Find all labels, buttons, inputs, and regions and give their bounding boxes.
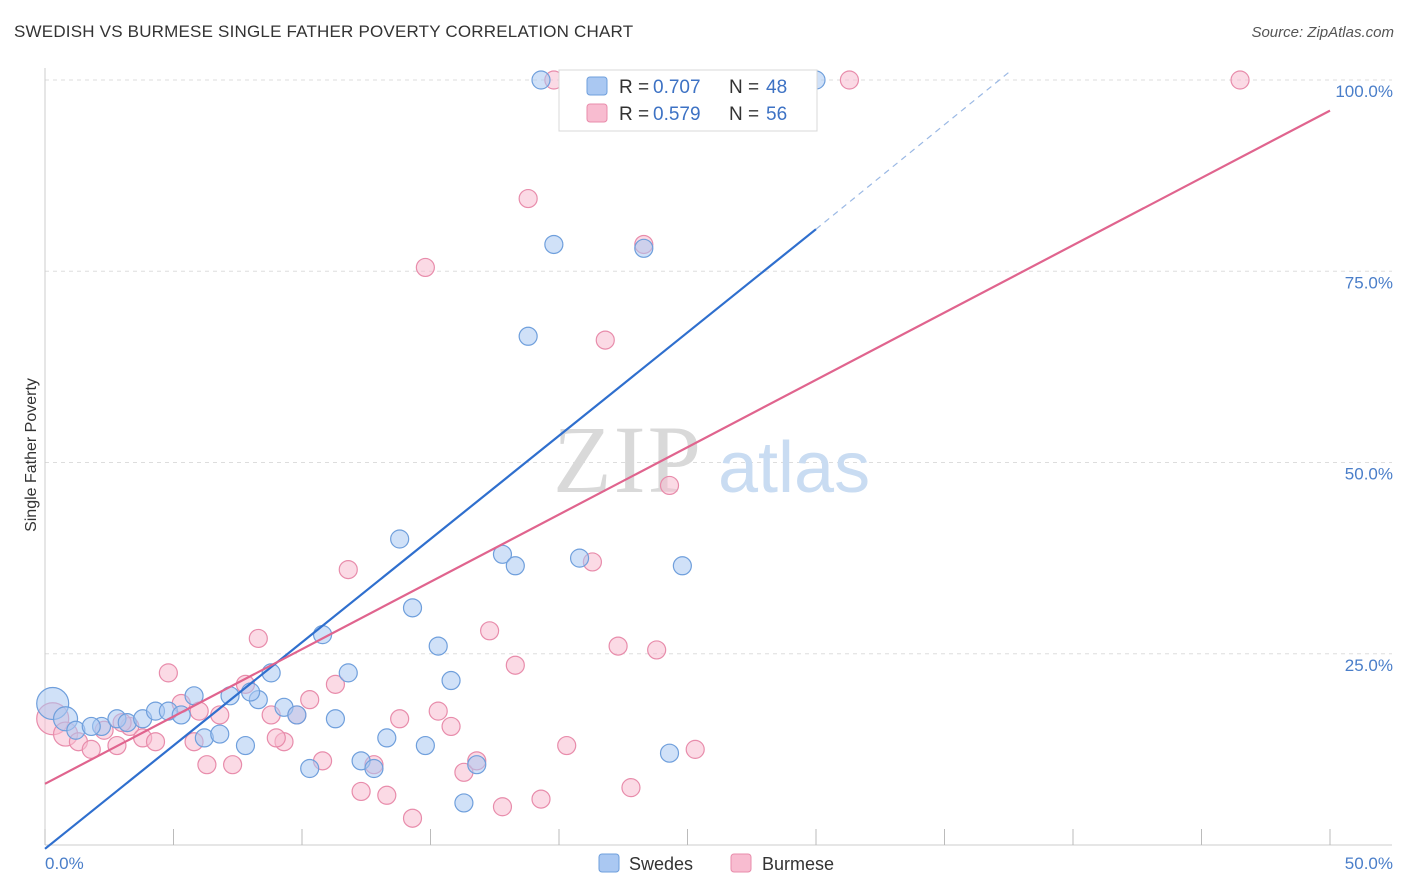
swedes-trend-line <box>44 228 817 850</box>
swedes-point <box>659 743 680 763</box>
swedes-point <box>390 529 410 549</box>
burmese-point <box>415 257 435 278</box>
burmese-point <box>685 739 705 759</box>
trend-lines <box>44 71 1331 850</box>
swedes-point <box>235 735 256 756</box>
swedes-point <box>241 682 261 702</box>
legend-r-label-swedes: R = <box>619 77 649 98</box>
swedes-point <box>505 556 525 576</box>
swedes-point <box>467 755 487 775</box>
burmese-point <box>266 728 286 748</box>
legend-r-value-burmese: 0.579 <box>653 104 701 125</box>
burmese-point <box>621 778 641 798</box>
legend-n-label-burmese: N = <box>729 104 759 125</box>
chart-title: SWEDISH VS BURMESE SINGLE FATHER POVERTY… <box>14 22 634 41</box>
y-tick-label: 75.0% <box>1345 273 1393 292</box>
watermark-atlas: atlas <box>718 428 870 508</box>
swedes-point <box>210 724 230 744</box>
burmese-point <box>595 330 615 350</box>
y-tick-label: 50.0% <box>1345 465 1393 484</box>
swedes-point <box>325 709 346 729</box>
legend-n-value-swedes: 48 <box>766 77 787 98</box>
swedes-point <box>377 728 397 748</box>
burmese-point <box>145 732 166 752</box>
burmese-point <box>492 797 513 817</box>
burmese-point <box>505 655 525 675</box>
legend-n-label-swedes: N = <box>729 77 759 98</box>
swedes-point <box>441 670 461 691</box>
burmese-point <box>223 755 243 775</box>
swedes-point <box>518 326 538 346</box>
series-legend-label-swedes: Swedes <box>629 854 693 874</box>
grid-lines <box>45 79 1392 655</box>
burmese-point <box>338 559 358 580</box>
burmese-point <box>377 785 397 805</box>
burmese-trend-line <box>44 109 1331 785</box>
swedes-point <box>672 556 692 576</box>
watermark-zip: ZIP <box>553 406 703 513</box>
swedes-point <box>81 716 101 737</box>
burmese-points <box>36 70 1250 828</box>
swedes-point <box>402 598 423 618</box>
swedes-points <box>36 70 826 813</box>
burmese-point <box>402 808 423 828</box>
burmese-point <box>608 636 628 656</box>
source-credit: Source: ZipAtlas.com <box>1251 24 1394 41</box>
y-axis-label: Single Father Poverty <box>23 378 40 532</box>
swedes-point <box>364 758 384 779</box>
legend-n-value-burmese: 56 <box>766 104 787 125</box>
y-tick-label: 100.0% <box>1335 82 1393 101</box>
burmese-point <box>659 475 680 496</box>
burmese-point <box>351 781 371 802</box>
swedes-point <box>454 793 474 813</box>
swedes-point <box>287 705 307 725</box>
burmese-point <box>441 716 461 737</box>
burmese-point <box>1230 70 1250 90</box>
legend-swatch-burmese <box>586 103 608 123</box>
swedes-point <box>634 238 654 258</box>
burmese-point <box>325 674 346 694</box>
x-tick-label: 50.0% <box>1345 854 1393 873</box>
legend-swatch-swedes <box>586 76 608 96</box>
swedes-point <box>428 636 448 656</box>
swedes-point <box>531 70 551 90</box>
zipatlas-watermark: ZIP atlas <box>553 406 870 513</box>
series-legend: Swedes Burmese <box>598 853 834 874</box>
swedes-point <box>569 548 590 568</box>
swedes-trend-extension <box>815 71 1010 230</box>
x-tick-label: 0.0% <box>45 854 84 873</box>
correlation-legend: R = 0.707 N = 48 R = 0.579 N = 56 <box>558 69 818 132</box>
swedes-point <box>544 234 564 255</box>
burmese-point <box>248 628 268 649</box>
burmese-point <box>390 709 410 729</box>
burmese-point <box>839 70 860 90</box>
burmese-point <box>480 621 500 641</box>
swedes-point <box>338 663 358 683</box>
burmese-point <box>647 640 667 660</box>
series-legend-swatch-burmese <box>730 853 752 873</box>
burmese-point <box>518 188 538 209</box>
legend-r-label-burmese: R = <box>619 104 649 125</box>
swedes-point <box>415 735 435 756</box>
legend-r-value-swedes: 0.707 <box>653 77 701 98</box>
series-legend-label-burmese: Burmese <box>762 854 834 874</box>
y-tick-label: 25.0% <box>1345 656 1393 675</box>
swedes-point <box>300 758 320 779</box>
burmese-point <box>531 789 551 809</box>
burmese-point <box>197 755 217 775</box>
tick-labels: 25.0% 50.0% 75.0% 100.0% 0.0% 50.0% <box>45 82 1393 873</box>
burmese-point <box>557 735 577 756</box>
burmese-point <box>300 690 320 710</box>
burmese-point <box>158 663 178 683</box>
burmese-point <box>428 701 448 721</box>
series-legend-swatch-swedes <box>598 853 620 873</box>
